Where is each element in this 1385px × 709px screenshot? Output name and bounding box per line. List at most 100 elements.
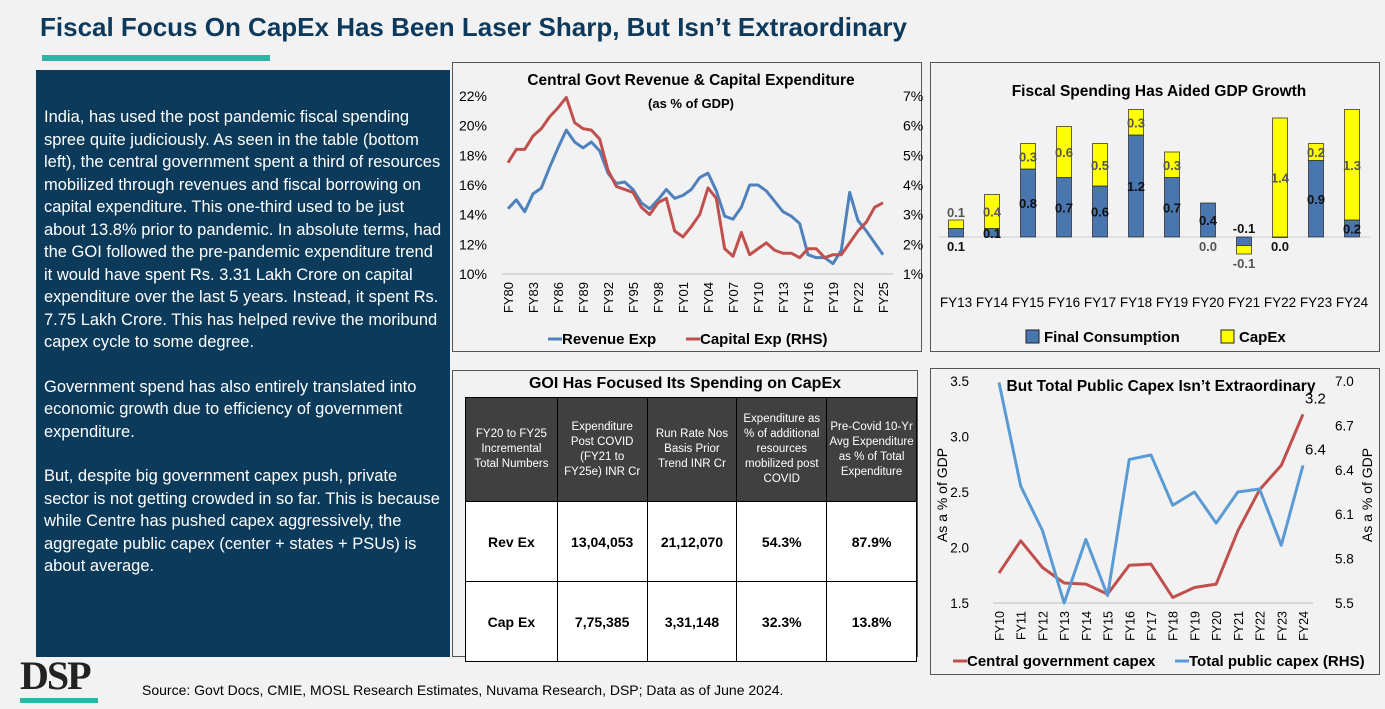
chart-subtitle: (as % of GDP) [648,96,734,111]
title-underline [42,55,270,61]
source-note: Source: Govt Docs, CMIE, MOSL Research E… [142,682,784,698]
table-cell: 32.3% [736,581,828,662]
bar-capex [1308,143,1324,161]
chart-title: Central Govt Revenue & Capital Expenditu… [527,72,855,89]
table-cell: 3,31,148 [646,581,738,662]
y-tick-label-left: 16% [459,177,487,193]
data-label-capex: 0.0 [1199,239,1217,254]
chart-1-svg: Central Govt Revenue & Capital Expenditu… [459,72,923,348]
x-tick-label: FY15 [1102,611,1116,641]
x-tick-label: FY18 [1120,295,1152,310]
legend-label: Capital Exp (RHS) [700,331,828,348]
data-label-final-consumption: 0.9 [1307,192,1325,207]
commentary-paragraph: Government spend has also entirely trans… [44,377,417,441]
capex-table-panel: GOI Has Focused Its Spending on CapEx FY… [452,370,918,662]
bar-capex [1056,126,1072,178]
x-tick-label: FY19 [1156,295,1188,310]
bar-capex [1344,109,1360,221]
x-tick-label: FY11 [1015,611,1029,640]
data-label-capex: 1.3 [1343,158,1361,173]
x-tick-label: FY17 [1084,295,1116,310]
bar-final-consumption [948,228,964,238]
y-tick-label-left: 1.5 [950,596,969,611]
legend-label: Central government capex [967,653,1156,670]
dsp-logo: DSP [20,653,92,698]
commentary-paragraph: But, despite big government capex push, … [44,467,440,575]
table-row: Rev Ex 13,04,053 21,12,070 54.3% 87.9% [465,501,917,582]
chart-3-svg: But Total Public Capex Isn’t Extraordina… [934,374,1375,670]
data-label-final-consumption: -0.1 [1233,221,1255,236]
data-label-final-consumption: 0.4 [1199,213,1218,228]
x-tick-label: FY22 [1254,611,1268,641]
x-tick-label: FY21 [1232,611,1246,641]
x-tick-label: FY83 [526,282,541,313]
x-tick-label: FY24 [1297,611,1311,641]
chart-revenue-capital-exp: Central Govt Revenue & Capital Expenditu… [452,62,923,352]
table-header: Pre-Covid 10-Yr Avg Expenditure as % of … [826,397,917,502]
table-cell: 7,75,385 [556,581,648,662]
y-tick-label-right: 6% [903,118,923,134]
y-tick-label-right: 1% [903,266,923,282]
y-tick-label-right: 5% [903,147,923,163]
bar-capex [1128,109,1144,136]
table-cell: 54.3% [736,501,828,582]
data-label-final-consumption: 0.7 [1163,200,1181,215]
x-tick-label: FY10 [993,611,1007,641]
x-tick-label: FY16 [1123,611,1137,641]
legend-label: CapEx [1239,329,1286,346]
x-tick-label: FY13 [776,282,791,313]
x-tick-label: FY89 [576,282,591,313]
x-tick-label: FY10 [751,282,766,313]
bar-capex [1236,245,1252,255]
data-label-capex: 0.5 [1091,158,1109,173]
y-tick-label-right: 5.8 [1335,552,1354,567]
page-title: Fiscal Focus On CapEx Has Been Laser Sha… [40,12,907,42]
y-tick-label-right: 6.4 [1335,463,1354,478]
data-label-capex: 0.6 [1055,145,1073,160]
legend-swatch [1025,329,1040,344]
data-label-capex: 0.3 [1163,158,1181,173]
x-tick-label: FY17 [1145,611,1159,641]
x-tick-label: FY14 [976,295,1009,310]
table-cell: Cap Ex [465,581,558,662]
x-tick-label: FY01 [676,282,691,313]
y-axis-title-right: As a % of GDP [1359,448,1375,542]
data-label-final-consumption: 0.2 [1343,222,1361,237]
series-line-total-public-capex-rhs- [997,382,1305,605]
x-tick-label: FY13 [940,295,972,310]
table-row: Cap Ex 7,75,385 3,31,148 32.3% 13.8% [465,581,917,662]
data-label-final-consumption: 0.1 [947,239,965,254]
chart-2-svg: Fiscal Spending Has Aided GDP Growth 0.1 0… [939,83,1371,346]
x-tick-label: FY04 [701,282,716,313]
bar-capex [1164,151,1180,178]
series-line-revenue-exp [506,128,885,266]
x-tick-label: FY16 [801,282,816,313]
y-tick-label-left: 22% [459,88,487,104]
y-tick-label-left: 18% [459,147,487,163]
chart-public-capex: But Total Public Capex Isn’t Extraordina… [930,368,1380,675]
x-tick-label: FY20 [1210,611,1224,641]
y-tick-label-right: 5.5 [1335,596,1354,611]
table-header: Expenditure as % of additional resources… [736,397,828,502]
data-label-capex: 0.3 [1019,149,1037,164]
x-tick-label: FY20 [1192,295,1224,310]
commentary-panel: India, has used the post pandemic fiscal… [36,70,450,657]
table-cell: Rev Ex [465,501,558,582]
x-tick-label: FY13 [1058,611,1072,641]
table-title: GOI Has Focused Its Spending on CapEx [528,375,842,392]
y-tick-label-right: 6.7 [1335,418,1354,433]
table-cell: 13.8% [826,581,917,662]
series-line-central-government-capex [997,413,1305,599]
chart-fiscal-spending-gdp: Fiscal Spending Has Aided GDP Growth 0.1 0… [930,62,1380,352]
x-tick-label: FY92 [601,282,616,313]
data-label-capex: 0.4 [983,205,1002,220]
bar-capex [1092,143,1108,187]
x-tick-label: FY19 [826,282,841,313]
data-label-final-consumption: 0.0 [1271,239,1289,254]
table-header-row: FY20 to FY25 Incremental Total Numbers E… [465,397,917,502]
data-label-capex: 1.4 [1271,171,1290,186]
y-tick-label-left: 2.5 [950,485,969,500]
bar-final-consumption [1236,236,1252,246]
legend-swatch [1220,329,1235,344]
x-tick-label: FY22 [1264,295,1296,310]
